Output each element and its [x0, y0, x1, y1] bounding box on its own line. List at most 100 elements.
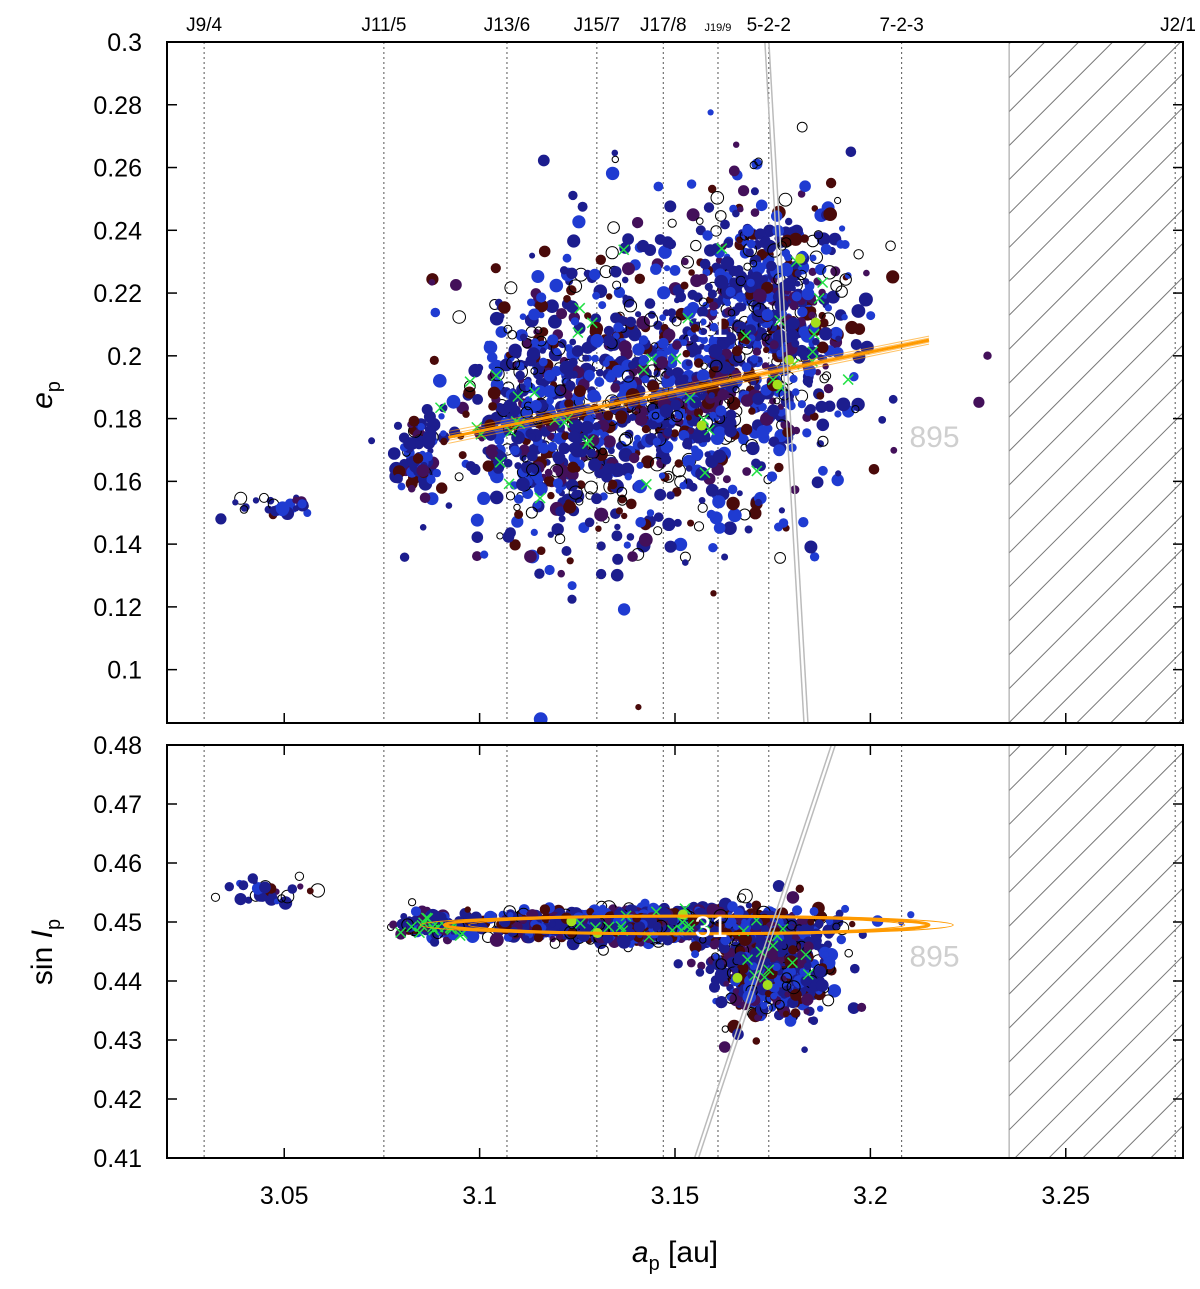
asteroid-point: [806, 381, 813, 388]
asteroid-point: [737, 962, 749, 974]
asteroid-point: [686, 179, 697, 189]
asteroid-point: [784, 991, 791, 998]
asteroid-point: [835, 470, 842, 477]
asteroid-point: [672, 340, 682, 350]
asteroid-point: [596, 369, 604, 377]
asteroid-point: [592, 422, 601, 431]
asteroid-point: [732, 209, 740, 218]
asteroid-annotation: 895: [909, 940, 959, 973]
y-tick-label: 0.45: [93, 909, 142, 937]
asteroid-point: [804, 540, 818, 554]
asteroid-point: [815, 979, 829, 992]
family-member-cross: [763, 964, 775, 976]
asteroid-point: [666, 491, 675, 500]
asteroid-point: [634, 412, 648, 426]
asteroid-point: [547, 441, 558, 452]
asteroid-point: [605, 166, 620, 181]
asteroid-point: [528, 433, 536, 441]
asteroid-point: [251, 877, 258, 885]
asteroid-point: [651, 411, 660, 420]
asteroid-point: [624, 429, 634, 439]
asteroid-point: [708, 392, 715, 399]
asteroid-point: [587, 389, 601, 403]
asteroid-point: [590, 917, 603, 930]
asteroid-point: [567, 594, 577, 604]
asteroid-point: [577, 201, 588, 212]
asteroid-point: [712, 958, 725, 971]
asteroid-point: [791, 388, 800, 396]
asteroid-point: [588, 458, 602, 472]
y-tick-label: 0.3: [107, 29, 142, 57]
asteroid-point: [697, 961, 706, 970]
y-tick-label: 0.12: [93, 594, 142, 622]
asteroid-point: [464, 906, 471, 913]
asteroid-point: [756, 425, 770, 439]
asteroid-point: [710, 225, 722, 237]
asteroid-point: [477, 491, 491, 505]
asteroid-point: [785, 217, 793, 226]
asteroid-annotation: 31: [695, 911, 728, 944]
asteroid-point: [667, 218, 677, 228]
asteroid-point: [548, 314, 562, 329]
family-member-cross: [503, 478, 515, 490]
asteroid-point: [570, 489, 585, 503]
asteroid-point: [634, 434, 641, 442]
asteroid-point: [612, 553, 624, 565]
asteroid-point: [721, 1025, 729, 1033]
asteroid-point: [568, 485, 583, 500]
asteroid-point: [786, 980, 801, 995]
asteroid-point: [709, 322, 719, 332]
family-fit-line: [448, 337, 930, 435]
asteroid-point: [700, 317, 709, 326]
asteroid-point: [844, 948, 854, 958]
asteroid-point: [845, 146, 857, 158]
asteroid-point: [610, 266, 622, 278]
asteroid-point: [851, 405, 860, 414]
asteroid-point: [664, 347, 672, 355]
asteroid-point: [570, 317, 580, 326]
asteroid-point: [670, 399, 681, 410]
asteroid-point: [858, 930, 867, 940]
asteroid-point: [239, 505, 249, 514]
asteroid-point: [674, 459, 683, 468]
asteroid-point: [835, 335, 842, 342]
asteroid-point: [621, 450, 629, 458]
asteroid-point: [503, 399, 518, 413]
asteroid-point: [715, 210, 727, 222]
asteroid-point: [387, 447, 401, 460]
asteroid-point: [702, 230, 713, 241]
asteroid-point: [857, 1002, 867, 1013]
family-member-cross: [512, 390, 524, 403]
asteroid-point: [463, 386, 476, 399]
asteroid-point: [549, 938, 561, 949]
family-member-cross: [813, 292, 825, 304]
asteroid-point: [671, 316, 682, 327]
asteroid-point: [803, 941, 814, 952]
asteroid-point: [786, 401, 796, 411]
asteroid-point: [809, 1016, 819, 1025]
family-member-cross: [699, 467, 711, 479]
x-tick-label: 3.15: [651, 1182, 700, 1210]
asteroid-point: [669, 265, 681, 276]
asteroid-point: [586, 448, 597, 458]
asteroid-point: [568, 279, 583, 294]
asteroid-point: [710, 191, 725, 205]
asteroid-point: [566, 285, 577, 296]
asteroid-point: [297, 499, 307, 509]
asteroid-point: [423, 451, 433, 462]
asteroid-point: [669, 418, 676, 425]
asteroid-point: [602, 932, 614, 944]
asteroid-point: [566, 557, 574, 565]
asteroid-point: [393, 473, 403, 484]
asteroid-point: [799, 180, 811, 192]
asteroid-point: [514, 462, 522, 470]
asteroid-point: [794, 280, 801, 287]
asteroid-point: [727, 308, 736, 317]
asteroid-point: [754, 383, 761, 391]
asteroid-point: [812, 337, 820, 346]
asteroid-point: [734, 951, 748, 965]
asteroid-point: [769, 340, 779, 350]
asteroid-point: [245, 896, 253, 904]
asteroid-point: [408, 898, 417, 907]
